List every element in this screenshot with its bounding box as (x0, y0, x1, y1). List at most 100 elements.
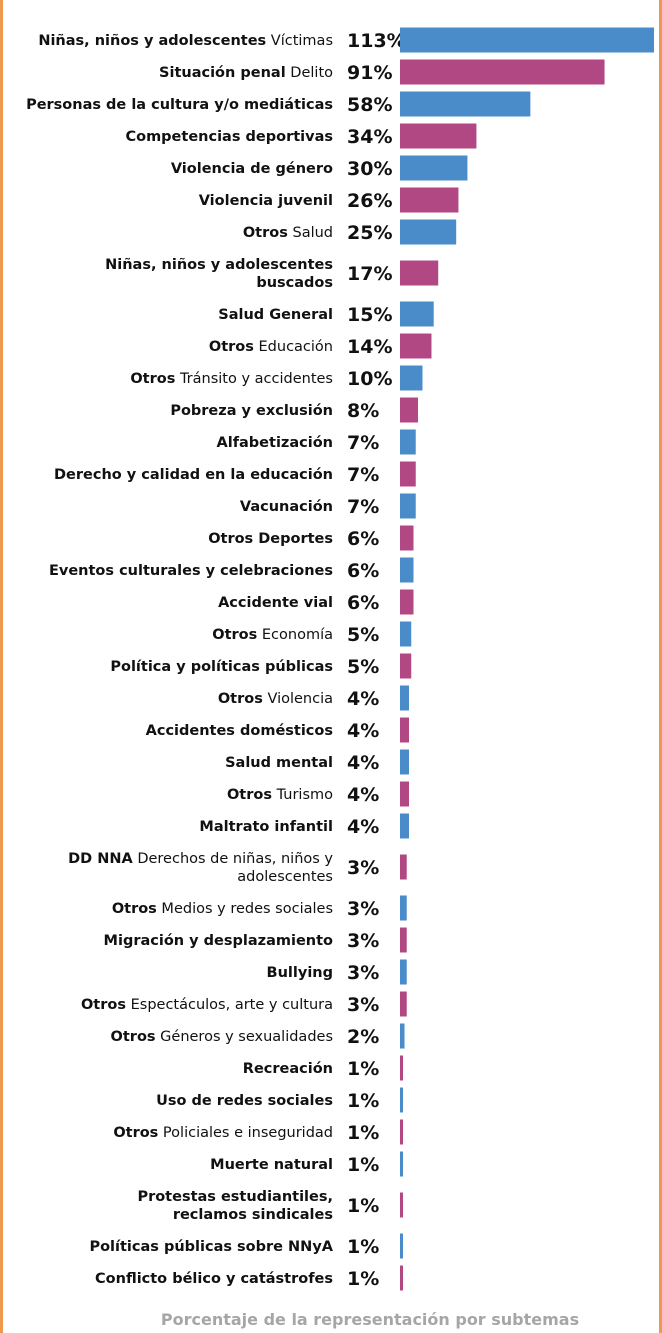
value-label: 15% (347, 304, 392, 326)
chart-row: Políticas públicas sobre NNyA 1% (89, 1233, 403, 1259)
value-label: 1% (347, 1090, 379, 1112)
bar (400, 781, 409, 807)
category-label: Recreación (243, 1061, 333, 1077)
category-label: Situación penal Delito (159, 65, 333, 81)
category-label: Salud mental (225, 755, 333, 771)
chart-row: Otros Educación 14% (209, 333, 432, 359)
bar (400, 621, 412, 647)
bar (400, 91, 531, 117)
chart-row: Vacunación 7% (240, 493, 416, 519)
bar (400, 1055, 403, 1081)
label-bold-text: Pobreza y exclusión (170, 403, 333, 419)
label-line: Salud General (218, 307, 333, 323)
value-label: 7% (347, 432, 379, 454)
bar (400, 959, 407, 985)
label-light-text: Medios y redes sociales (157, 901, 333, 917)
label-bold-text: Otros (243, 225, 288, 241)
label-bold-text: Derecho y calidad en la educación (54, 467, 333, 483)
category-label: Accidentes domésticos (146, 723, 333, 739)
bar (400, 155, 468, 181)
value-label: 34% (347, 126, 392, 148)
value-label: 1% (347, 1154, 379, 1176)
bar (400, 260, 439, 286)
value-label: 3% (347, 898, 379, 920)
chart-row: Protestas estudiantiles, reclamos sindica… (137, 1189, 403, 1223)
value-label: 5% (347, 656, 379, 678)
label-bold-text: Violencia juvenil (199, 193, 333, 209)
label-light-text: Policiales e inseguridad (158, 1125, 333, 1141)
bar-rows: Niñas, niños y adolescentes Víctimas 113%… (26, 27, 654, 1291)
category-label: Otros Salud (243, 225, 333, 241)
category-label: Eventos culturales y celebraciones (49, 563, 333, 579)
label-line: Accidente vial (218, 595, 333, 611)
category-label: Derecho y calidad en la educación (54, 467, 333, 483)
label-bold-text: Otros (130, 371, 175, 387)
label-line: adolescentes (237, 869, 333, 885)
chart-row: Derecho y calidad en la educación 7% (54, 461, 416, 487)
chart-caption: Porcentaje de la representación por subt… (161, 1310, 579, 1329)
label-bold-text: Accidente vial (218, 595, 333, 611)
bar (400, 397, 418, 423)
label-line: Eventos culturales y celebraciones (49, 563, 333, 579)
bar (400, 461, 416, 487)
chart-row: Otros Espectáculos, arte y cultura 3% (81, 991, 407, 1017)
value-label: 2% (347, 1026, 379, 1048)
value-label: 4% (347, 784, 379, 806)
chart-row: Situación penal Delito 91% (159, 59, 605, 85)
chart-row: Eventos culturales y celebraciones 6% (49, 557, 414, 583)
chart-row: Migración y desplazamiento 3% (104, 927, 407, 953)
label-bold-text: buscados (256, 275, 333, 291)
category-label: DD NNA Derechos de niñas, niños y adolesc… (68, 851, 333, 885)
bar (400, 1087, 403, 1113)
label-bold-text: Políticas públicas sobre NNyA (89, 1239, 333, 1255)
label-line: Otros Policiales e inseguridad (113, 1125, 333, 1141)
chart-row: Niñas, niños y adolescentes Víctimas 113% (38, 27, 654, 53)
label-line: Recreación (243, 1061, 333, 1077)
label-line: Conflicto bélico y catástrofes (95, 1271, 333, 1287)
category-label: Otros Tránsito y accidentes (130, 371, 333, 387)
value-label: 6% (347, 560, 379, 582)
bar (400, 219, 457, 245)
label-light-text: Delito (286, 65, 333, 81)
bar (400, 301, 434, 327)
category-label: Otros Deportes (208, 531, 333, 547)
bar (400, 1233, 403, 1259)
category-label: Otros Economía (212, 627, 333, 643)
label-line: Uso de redes sociales (156, 1093, 333, 1109)
chart-row: Recreación 1% (243, 1055, 403, 1081)
label-bold-text: Personas de la cultura y/o mediáticas (26, 97, 333, 113)
bar (400, 27, 654, 53)
label-bold-text: Salud mental (225, 755, 333, 771)
bar (400, 187, 459, 213)
category-label: Política y políticas públicas (110, 659, 333, 675)
label-bold-text: Eventos culturales y celebraciones (49, 563, 333, 579)
label-bold-text: Bullying (267, 965, 333, 981)
label-light-text: Tránsito y accidentes (175, 371, 333, 387)
chart-row: Accidente vial 6% (218, 589, 414, 615)
label-bold-text: Otros (112, 901, 157, 917)
category-label: Violencia de género (171, 161, 333, 177)
chart-row: Maltrato infantil 4% (199, 813, 409, 839)
value-label: 3% (347, 962, 379, 984)
label-line: Protestas estudiantiles, (137, 1189, 333, 1205)
value-label: 5% (347, 624, 379, 646)
chart-row: Accidentes domésticos 4% (146, 717, 409, 743)
label-bold-text: Salud General (218, 307, 333, 323)
chart-row: Alfabetización 7% (217, 429, 416, 455)
label-bold-text: Política y políticas públicas (110, 659, 333, 675)
label-light-text: adolescentes (237, 869, 333, 885)
label-line: Vacunación (240, 499, 333, 515)
label-line: Personas de la cultura y/o mediáticas (26, 97, 333, 113)
bar (400, 895, 407, 921)
label-light-text: Géneros y sexualidades (156, 1029, 333, 1045)
label-bold-text: Otros Deportes (208, 531, 333, 547)
category-label: Otros Educación (209, 339, 333, 355)
value-label: 4% (347, 720, 379, 742)
label-bold-text: Accidentes domésticos (146, 723, 333, 739)
category-label: Niñas, niños y adolescentes Víctimas (38, 33, 333, 49)
label-bold-text: Alfabetización (217, 435, 333, 451)
chart-row: Otros Géneros y sexualidades 2% (111, 1023, 405, 1049)
value-label: 17% (347, 263, 392, 285)
label-line: Otros Géneros y sexualidades (111, 1029, 333, 1045)
category-label: Pobreza y exclusión (170, 403, 333, 419)
